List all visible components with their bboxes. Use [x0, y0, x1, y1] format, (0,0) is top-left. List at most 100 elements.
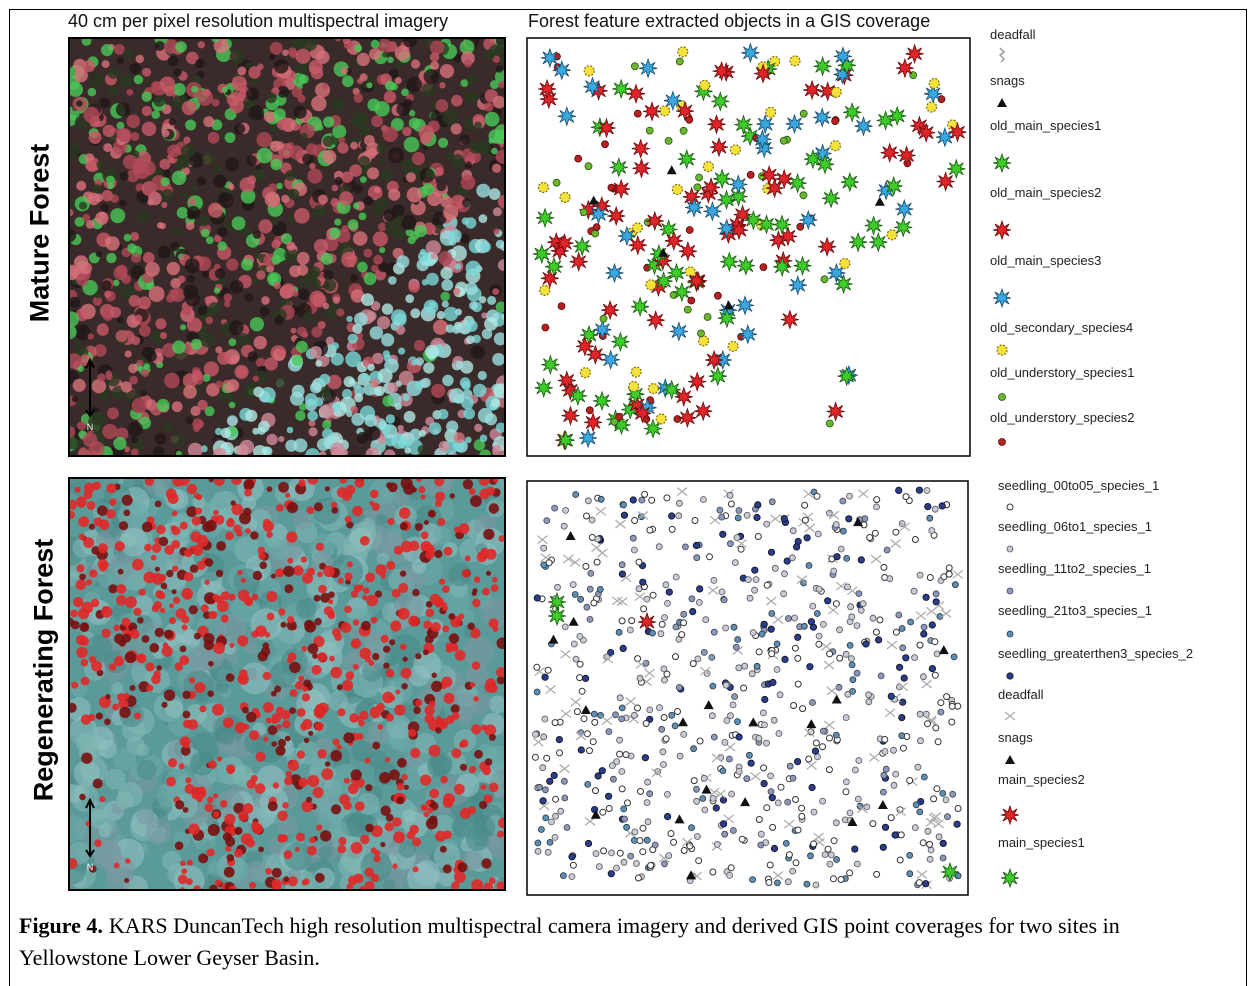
gis-point [887, 576, 893, 582]
gis-point [729, 791, 735, 797]
texture [208, 203, 223, 218]
gis-point [642, 491, 648, 497]
texture [394, 705, 405, 716]
gis-point [771, 845, 777, 851]
gis-point [918, 738, 924, 744]
texture [348, 219, 359, 230]
gis-point [701, 649, 707, 655]
texture [130, 685, 136, 691]
gis-point [676, 513, 682, 519]
gis-point [629, 618, 635, 624]
gis-point [916, 880, 922, 886]
gis-point [669, 712, 675, 718]
gis-point [777, 692, 783, 698]
gis-point [929, 528, 935, 534]
gis-point [932, 506, 938, 512]
texture [185, 120, 196, 131]
texture [192, 370, 203, 381]
texture [424, 812, 429, 817]
gis-point [583, 563, 589, 569]
texture [117, 128, 131, 142]
texture [350, 142, 358, 150]
gis-point [881, 772, 887, 778]
gis-point [745, 577, 751, 583]
texture [400, 644, 406, 650]
texture [320, 404, 335, 419]
texture [104, 719, 111, 726]
texture [394, 621, 399, 626]
texture [212, 99, 220, 107]
texture [100, 98, 111, 109]
texture [206, 317, 214, 325]
texture [369, 48, 381, 60]
gis-point [621, 512, 627, 518]
gis-point [931, 796, 937, 802]
gis-point [850, 677, 856, 683]
texture [123, 693, 129, 699]
texture [291, 38, 302, 49]
texture [284, 777, 292, 785]
texture [276, 724, 281, 729]
texture [134, 75, 143, 84]
texture [472, 661, 480, 669]
legend-label: snags [998, 730, 1033, 745]
texture [345, 671, 354, 680]
gis-point [621, 502, 627, 508]
texture [288, 189, 299, 200]
gis-point [811, 841, 817, 847]
gis-point [738, 546, 744, 552]
texture [235, 365, 249, 379]
gis-point [586, 407, 593, 414]
texture [183, 385, 197, 399]
texture [354, 44, 362, 52]
texture [381, 333, 394, 346]
texture [313, 279, 321, 287]
texture [341, 622, 352, 633]
texture [287, 616, 294, 623]
gis-point [693, 542, 699, 548]
texture [230, 355, 239, 364]
gis-point [660, 106, 670, 116]
texture [184, 549, 193, 558]
texture [268, 183, 277, 192]
texture [158, 245, 171, 258]
texture [297, 264, 308, 275]
gis-point [870, 615, 876, 621]
texture [151, 81, 161, 91]
texture [101, 561, 108, 568]
texture [454, 527, 460, 533]
gis-point [553, 179, 560, 186]
texture [453, 288, 460, 295]
texture [154, 95, 166, 107]
texture [353, 202, 360, 209]
texture [116, 102, 131, 117]
texture [442, 301, 449, 308]
gis-point [939, 503, 945, 509]
texture [465, 556, 471, 562]
texture [420, 775, 431, 786]
texture [118, 782, 143, 807]
texture [474, 122, 482, 130]
texture [183, 807, 189, 813]
texture [351, 112, 367, 128]
texture [181, 588, 193, 600]
texture [415, 653, 421, 659]
texture [107, 86, 118, 97]
texture [373, 255, 383, 265]
gis-point [581, 716, 587, 722]
texture [293, 565, 304, 576]
texture [321, 768, 333, 780]
texture [344, 606, 352, 614]
gis-point [927, 856, 933, 862]
texture [351, 591, 358, 598]
texture [102, 60, 110, 68]
texture [258, 847, 264, 853]
texture [465, 437, 472, 444]
texture [493, 383, 508, 398]
texture [273, 782, 279, 788]
texture [422, 183, 434, 195]
gis-point [785, 879, 791, 885]
texture [446, 152, 453, 159]
texture [418, 486, 425, 493]
figure-page: 40 cm per pixel resolution multispectral… [0, 0, 1254, 986]
